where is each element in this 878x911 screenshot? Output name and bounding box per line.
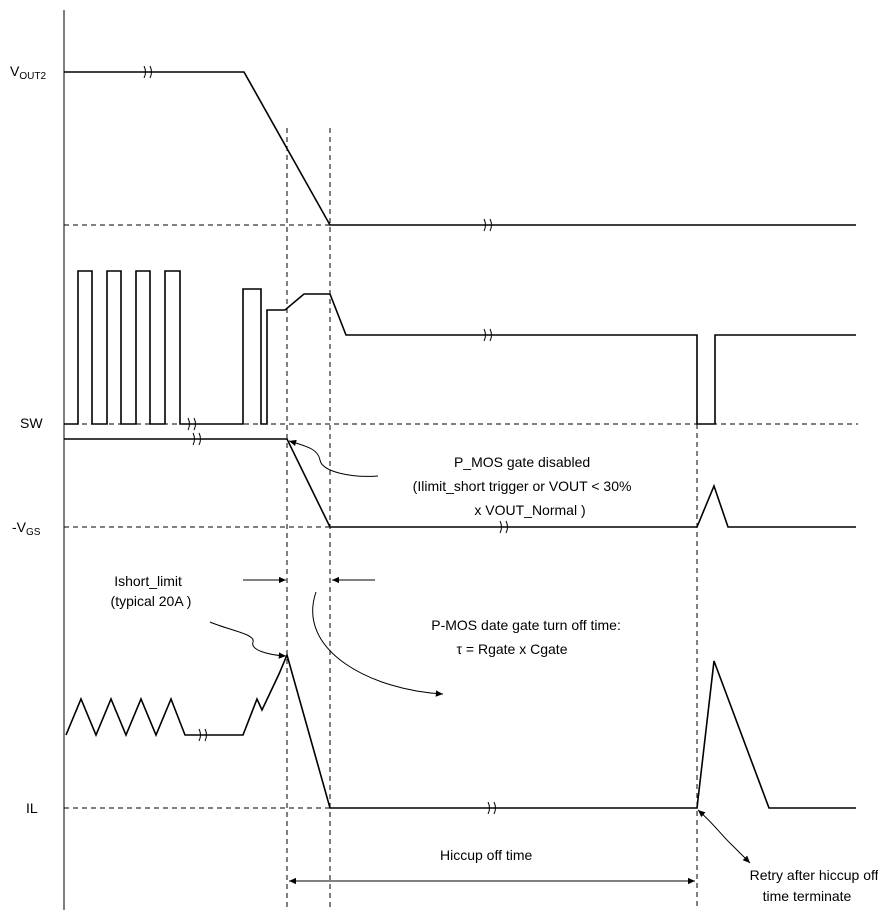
hiccup-off-time-label: Hiccup off time <box>440 847 533 863</box>
break-marks <box>143 65 508 815</box>
il-waveform <box>65 652 856 809</box>
vgs-label: -VGS <box>12 519 41 538</box>
turn-off-time-note: P-MOS date gate turn off time: τ = Rgate… <box>431 617 625 657</box>
dashed-reference-lines <box>64 128 858 910</box>
vout2-waveform <box>64 71 856 226</box>
turn-off-curved-arrow <box>312 591 444 697</box>
sw-waveform <box>64 270 856 425</box>
gate-disabled-pointer <box>288 439 379 477</box>
retry-note: Retry after hiccup off time terminate <box>750 867 878 904</box>
annotation-arrows <box>209 439 751 885</box>
sw-label: SW <box>20 415 43 431</box>
retry-pointer <box>697 809 751 864</box>
vout2-label: VOUT2 <box>10 63 46 82</box>
ishort-limit-note: Ishort_limit (typical 20A ) <box>111 573 192 609</box>
il-label: IL <box>26 800 38 816</box>
vgs-waveform <box>64 438 856 528</box>
gate-disabled-note: P_MOS gate disabled (Ilimit_short trigge… <box>413 454 636 518</box>
ishort-limit-pointer <box>209 621 287 659</box>
